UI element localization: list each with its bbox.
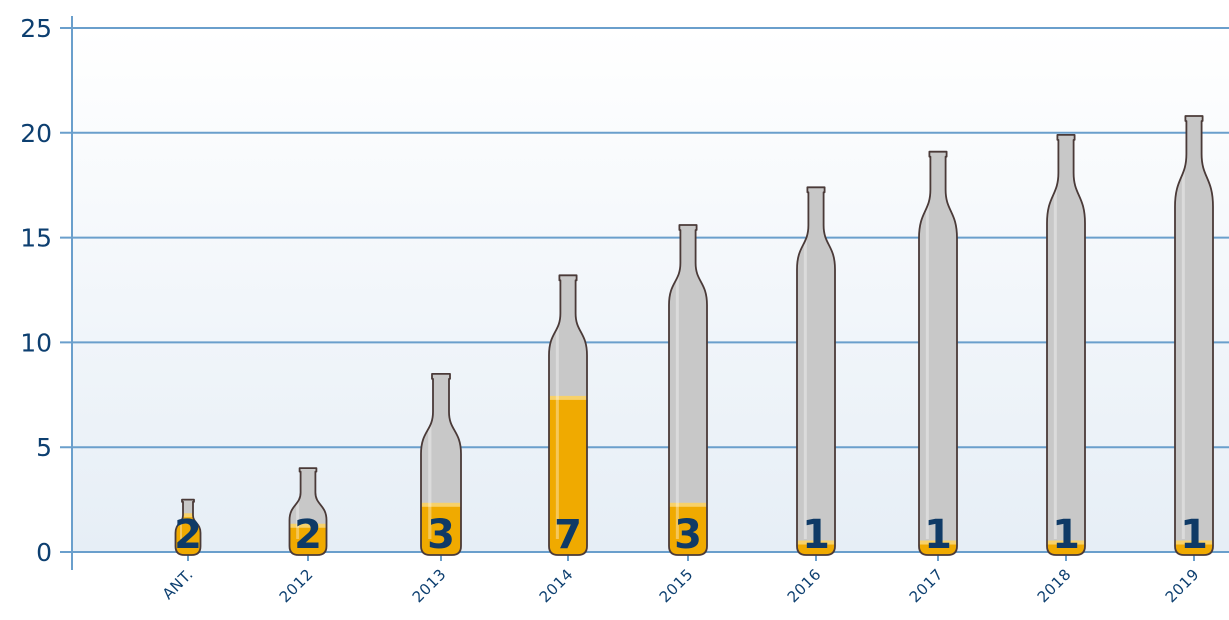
bottle-outline — [288, 467, 328, 556]
count-label: 7 — [554, 512, 582, 558]
x-tick-label: 2013 — [409, 565, 450, 606]
count-label: 2 — [174, 512, 202, 558]
y-tick-label: 10 — [20, 328, 52, 357]
bottle-outline — [668, 224, 708, 556]
beer-fill — [1047, 541, 1085, 555]
beer-foam — [421, 502, 461, 507]
bottle-highlight — [555, 295, 559, 539]
count-label: 3 — [427, 512, 455, 558]
count-label: 1 — [1180, 512, 1208, 558]
count-label: 1 — [924, 512, 952, 558]
bottle-outline — [548, 274, 588, 556]
y-tick-label: 15 — [20, 224, 52, 253]
bottle-highlight — [296, 488, 300, 539]
bottle-2012: 2 — [288, 467, 328, 558]
beer-fill — [421, 503, 461, 555]
x-tick-label: 2019 — [1162, 565, 1203, 606]
beer-foam — [1047, 540, 1085, 545]
bottle-highlight — [1053, 154, 1057, 539]
beer-fill — [669, 503, 707, 556]
beer-fill — [1175, 541, 1213, 556]
bottle-2014: 7 — [548, 274, 588, 558]
beer-fill — [797, 541, 835, 555]
y-tick-labels: 0 5 10 15 20 25 — [20, 14, 52, 567]
bottle-outline — [796, 186, 836, 556]
beer-fill — [919, 541, 957, 555]
plot-background — [72, 28, 1229, 553]
x-tick-label: 2017 — [906, 565, 947, 606]
beer-foam — [919, 540, 957, 545]
bottles: 2 2 3 7 3 1 1 1 1 — [174, 115, 1214, 558]
bottle-outline — [918, 150, 958, 556]
y-tick-label: 5 — [36, 433, 52, 462]
bottle-highlight — [428, 393, 432, 539]
x-tick-labels: ANT. 2012 2013 2014 2015 2016 2017 2018 2019 — [159, 565, 1203, 606]
bottle-glass — [669, 225, 707, 556]
bottle-highlight — [180, 519, 182, 539]
bottle-outline — [1174, 115, 1214, 556]
beer-foam — [549, 395, 587, 400]
bottle-2017: 1 — [918, 150, 958, 558]
bottle-outline — [420, 372, 462, 556]
bottle-2013: 3 — [420, 372, 462, 558]
x-tick-label: 2016 — [784, 565, 825, 606]
count-label: 1 — [802, 512, 830, 558]
count-label: 2 — [294, 512, 322, 558]
beer-fill — [289, 524, 327, 555]
bottle-2015: 3 — [668, 224, 708, 558]
x-tick-label: 2012 — [276, 565, 317, 606]
beer-foam — [797, 540, 835, 545]
bottle-outline — [174, 498, 202, 556]
x-tick-label: 2015 — [656, 565, 697, 606]
beer-foam — [669, 502, 707, 507]
x-tick-label: ANT. — [159, 565, 197, 603]
bottle-glass — [797, 187, 835, 555]
y-tick-label: 25 — [20, 14, 52, 43]
bottle-2018: 1 — [1046, 133, 1086, 558]
y-tick-label: 0 — [36, 538, 52, 567]
bottle-2019: 1 — [1174, 115, 1214, 558]
count-label: 3 — [674, 512, 702, 558]
bottle-2016: 1 — [796, 186, 836, 558]
bottle-highlight — [803, 207, 807, 539]
y-tick-label: 20 — [20, 119, 52, 148]
x-tick-label: 2014 — [536, 565, 577, 606]
bottle-glass — [919, 151, 957, 555]
beer-fill — [549, 396, 587, 555]
bottle-highlight — [675, 245, 679, 540]
count-label: 1 — [1052, 512, 1080, 558]
bottle-glass — [1047, 134, 1085, 555]
beer-foam — [289, 523, 327, 528]
bottle-glass — [1175, 116, 1213, 556]
bottle-ant: 2 — [174, 498, 202, 558]
bottle-outline — [1046, 133, 1086, 556]
x-tick-label: 2018 — [1034, 565, 1075, 606]
beer-foam — [175, 513, 201, 518]
bottle-highlight — [925, 171, 929, 539]
bottle-highlight — [1181, 136, 1185, 540]
beer-foam — [1175, 540, 1213, 545]
